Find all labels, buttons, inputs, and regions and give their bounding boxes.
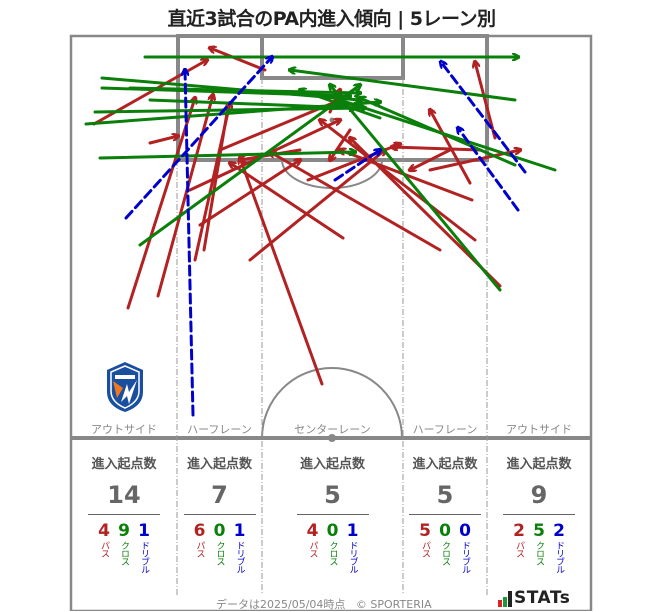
- lane-panel-right-halfspace: 進入起点数 5 5 パス 0 クロス 0 ドリブル: [403, 450, 487, 573]
- lane-label-left-halfspace: ハーフレーン: [187, 423, 252, 436]
- lane-panel-right-outside: 進入起点数 9 2 パス 5 クロス 2 ドリブル: [487, 450, 591, 573]
- panel-header: 進入起点数: [186, 457, 252, 472]
- panel-total: 5: [324, 481, 341, 509]
- panel-divider: [503, 514, 575, 515]
- panel-total: 5: [436, 481, 454, 509]
- stats-logo: STATs: [498, 589, 570, 607]
- pass-arrow: [148, 136, 178, 145]
- lane-label-right-halfspace: ハーフレーン: [412, 423, 478, 436]
- dribble-arrow: [124, 57, 272, 220]
- stat-cross: 9 クロス: [118, 521, 130, 565]
- panel-total: 7: [211, 481, 228, 509]
- stat-dribble: 1 ドリブル: [233, 521, 246, 573]
- lane-label-center: センターレーン: [294, 423, 371, 436]
- footer-note: データは2025/05/04時点 © SPORTERIA: [216, 596, 432, 612]
- pass-arrow: [475, 62, 497, 140]
- pass-arrow: [240, 158, 324, 386]
- copyright: © SPORTERIA: [355, 598, 432, 611]
- panel-total: 14: [107, 481, 141, 509]
- pass-arrow: [320, 120, 477, 242]
- lane-panel-left-outside: 進入起点数 14 4 パス 9 クロス 1 ドリブル: [71, 450, 177, 573]
- cross-arrow: [98, 152, 355, 160]
- lane-label-left-outside: アウトサイド: [91, 423, 157, 436]
- stat-pass: 6 パス: [193, 521, 206, 557]
- pass-arrow: [392, 147, 482, 152]
- lane-label-right-outside: アウトサイド: [506, 423, 572, 436]
- cross-arrow: [128, 86, 360, 93]
- dribble-arrow: [185, 70, 195, 417]
- pass-arrow: [248, 150, 385, 262]
- cross-arrow: [138, 85, 360, 247]
- pass-arrow: [198, 160, 300, 227]
- panel-header: 進入起点数: [91, 457, 157, 472]
- stat-dribble: 1 ドリブル: [346, 521, 359, 573]
- stat-dribble: 1 ドリブル: [138, 521, 150, 573]
- stat-pass: 2 パス: [513, 521, 525, 557]
- dribble-arrow: [441, 62, 527, 174]
- pass-arrow: [126, 98, 195, 310]
- panel-header: 進入起点数: [412, 457, 478, 472]
- panel-header: 進入起点数: [299, 457, 365, 472]
- dribble-arrow: [458, 128, 520, 212]
- stat-cross: 5 クロス: [533, 521, 545, 565]
- pass-arrow: [330, 128, 352, 160]
- stat-dribble: 2 ドリブル: [553, 521, 565, 573]
- lane-panel-left-halfspace: 進入起点数 7 6 パス 0 クロス 1 ドリブル: [177, 450, 262, 573]
- pass-arrow: [210, 48, 267, 72]
- stat-cross: 0 クロス: [326, 521, 339, 565]
- data-date-note: データは2025/05/04時点: [216, 598, 346, 611]
- panel-divider: [88, 514, 160, 515]
- panel-divider: [296, 514, 369, 515]
- stat-pass: 5 パス: [419, 521, 431, 557]
- cross-arrow: [300, 90, 382, 120]
- stat-pass: 4 パス: [98, 521, 110, 557]
- panel-header: 進入起点数: [506, 457, 572, 472]
- pass-arrow: [410, 148, 452, 170]
- cross-arrow: [148, 98, 355, 108]
- panel-divider: [409, 514, 481, 515]
- pass-arrow: [430, 110, 472, 185]
- stat-dribble: 0 ドリブル: [459, 521, 471, 573]
- cross-arrow: [93, 108, 365, 114]
- cross-arrows: [84, 57, 557, 292]
- bar-chart-icon: [498, 591, 512, 607]
- pass-arrow: [270, 152, 442, 252]
- chart-title: 直近3試合のPA内進入傾向 | 5レーン別: [167, 8, 496, 30]
- cross-arrow: [330, 85, 502, 292]
- pass-arrow: [156, 95, 213, 298]
- club-badge-icon: [107, 362, 143, 412]
- stat-cross: 0 クロス: [213, 521, 226, 565]
- cross-arrow: [340, 100, 557, 172]
- lane-dividers: [176, 78, 488, 595]
- panel-divider: [183, 514, 256, 515]
- cross-arrow: [290, 70, 517, 102]
- panel-total: 9: [530, 481, 548, 509]
- lane-panel-center: 進入起点数 5 4 パス 0 クロス 1 ドリブル: [262, 450, 403, 573]
- dribble-arrows: [124, 57, 527, 417]
- dribble-arrow: [333, 150, 380, 182]
- stat-pass: 4 パス: [306, 521, 319, 557]
- pass-arrow: [230, 163, 345, 240]
- pass-arrows: [92, 48, 520, 386]
- stat-cross: 0 クロス: [439, 521, 451, 565]
